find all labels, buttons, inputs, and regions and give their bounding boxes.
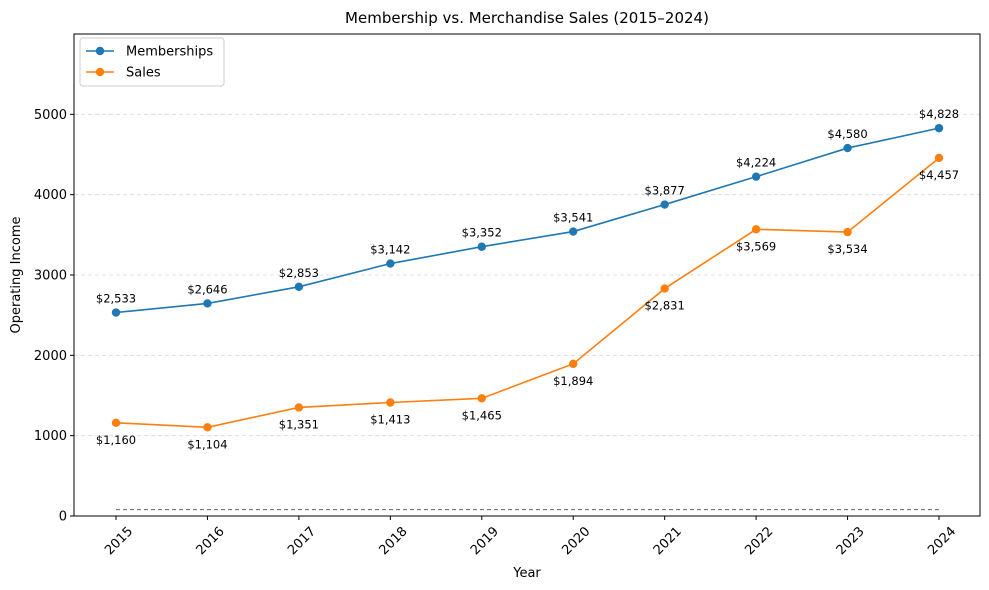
x-tick-label: 2021 [651, 524, 685, 558]
data-label: $3,352 [462, 226, 502, 240]
x-axis: 2015 2016 2017 2018 2019 2020 2021 2022 2023 2024 [102, 516, 959, 558]
series-layer: $2,533 $2,646 $2,853 $3,142 $3,352 $3,541 $3,8… [96, 107, 959, 451]
grid-lines [74, 113, 980, 437]
data-point [294, 282, 304, 292]
data-label: $3,541 [553, 211, 593, 225]
series-line-memberships [115, 127, 940, 314]
data-point [934, 123, 944, 133]
data-point [843, 143, 852, 153]
series-sales: $1,160 $1,104 $1,351 $1,413 $1,465 $1,894 $2,8… [96, 153, 959, 451]
x-tick-label: 2019 [468, 524, 502, 558]
series-memberships: $2,533 $2,646 $2,853 $3,142 $3,352 $3,541 $3,8… [96, 107, 959, 317]
x-axis-title: Year [512, 566, 541, 581]
data-point [477, 242, 486, 251]
data-point [203, 423, 212, 432]
data-point [569, 227, 578, 236]
data-label: $3,569 [736, 239, 776, 253]
chart-title: Membership vs. Merchandise Sales (2015–2… [345, 9, 709, 27]
data-point [660, 284, 669, 293]
data-label: $1,160 [96, 433, 136, 447]
x-tick-label: 2015 [102, 524, 136, 558]
legend-label-sales: Sales [126, 66, 161, 81]
data-label: $2,646 [187, 282, 227, 296]
y-tick-label: 5000 [34, 108, 67, 123]
data-label: $2,533 [96, 292, 136, 306]
data-point [751, 172, 761, 181]
data-label: $4,457 [919, 168, 959, 182]
data-label: $4,580 [827, 127, 867, 141]
x-tick-label: 2023 [834, 524, 868, 558]
y-tick-label: 0 [59, 510, 67, 525]
data-label: $1,104 [187, 437, 227, 451]
data-label: $3,534 [827, 242, 867, 256]
data-point [386, 259, 395, 268]
data-label: $2,853 [279, 266, 319, 280]
legend-marker-memberships [95, 46, 105, 56]
y-axis-title: Operating Income [9, 217, 24, 334]
x-tick-label: 2016 [194, 524, 228, 558]
data-point [477, 394, 486, 403]
data-point [111, 308, 121, 317]
x-tick-label: 2018 [377, 524, 411, 558]
data-label: $1,413 [370, 412, 410, 426]
x-tick-label: 2022 [742, 524, 776, 558]
legend-box [79, 37, 225, 87]
data-label: $3,142 [370, 243, 410, 257]
data-point [294, 403, 304, 412]
data-point [111, 418, 121, 428]
data-label: $4,828 [919, 107, 959, 121]
data-point [569, 359, 578, 369]
data-point [386, 398, 395, 407]
data-label: $2,831 [645, 299, 685, 313]
x-tick-label: 2020 [559, 524, 593, 558]
data-label: $4,224 [736, 156, 776, 170]
data-label: $1,351 [279, 417, 319, 431]
data-point [660, 200, 669, 209]
data-label: $1,894 [553, 374, 593, 388]
data-point [751, 225, 761, 234]
data-point [203, 299, 212, 308]
data-point [843, 227, 852, 237]
y-tick-label: 2000 [34, 349, 67, 364]
y-axis: 0 1000 2000 3000 4000 5000 [34, 108, 74, 525]
data-point [934, 153, 944, 163]
y-tick-label: 4000 [34, 188, 67, 203]
legend-marker-sales [95, 67, 105, 77]
y-tick-label: 1000 [34, 429, 67, 444]
y-tick-label: 3000 [34, 269, 67, 284]
x-tick-label: 2024 [925, 524, 959, 558]
series-line-sales [115, 157, 940, 429]
x-tick-label: 2017 [285, 524, 319, 558]
legend: Memberships Sales [79, 37, 225, 87]
data-label: $1,465 [462, 408, 502, 422]
data-label: $3,877 [645, 184, 685, 198]
legend-label-memberships: Memberships [126, 45, 213, 60]
